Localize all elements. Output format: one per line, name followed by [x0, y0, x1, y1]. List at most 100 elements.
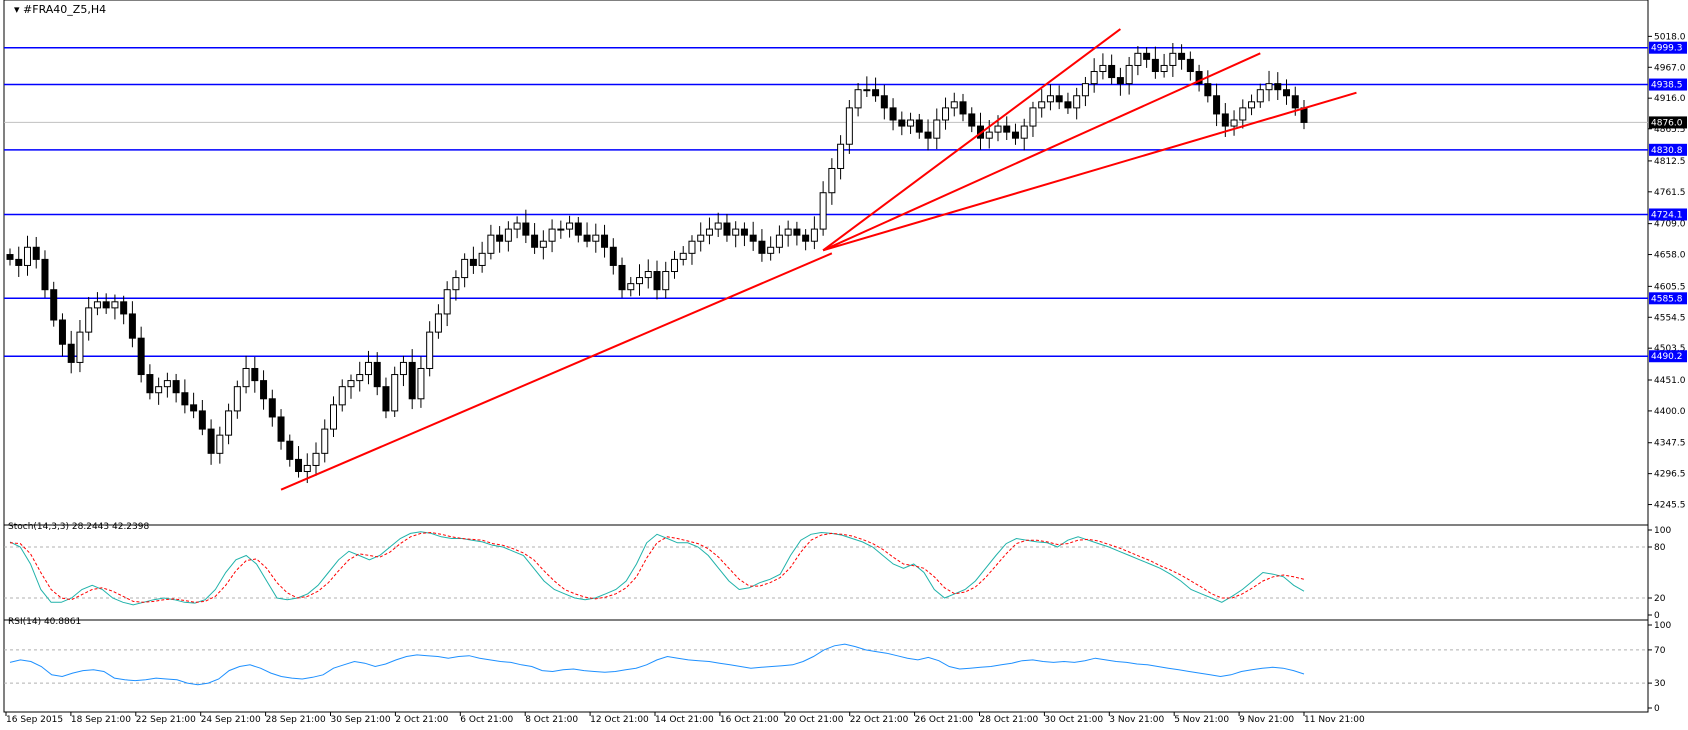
candle-body	[592, 234, 600, 242]
candle-body	[670, 258, 678, 273]
candle-body	[802, 234, 810, 242]
candle-body	[513, 222, 521, 230]
candle-body	[1186, 58, 1194, 73]
symbol-title: ▾ #FRA40_Z5,H4	[14, 3, 106, 16]
candle-body	[1081, 83, 1089, 97]
y-tick-label: 4400.0	[1654, 407, 1686, 417]
candle-body	[705, 228, 713, 236]
candle-body	[496, 234, 504, 242]
candle-body	[837, 143, 845, 169]
rsi-y-tick-label: 0	[1654, 704, 1660, 714]
candle-body	[679, 252, 687, 260]
candle-body	[793, 228, 801, 236]
candle-body	[1300, 107, 1308, 123]
rsi-y-tick-label: 100	[1654, 621, 1671, 631]
level-price-label: 4999.3	[1651, 44, 1683, 54]
candle-body	[854, 89, 862, 109]
stoch-title: Stoch(14,3,3) 28.2443 42.2398	[8, 522, 149, 532]
rsi-pane-frame	[3, 619, 1649, 713]
candle-body	[190, 404, 198, 412]
candle-body	[1090, 71, 1098, 85]
candle-body	[1291, 95, 1299, 109]
y-tick-label: 4245.5	[1654, 501, 1686, 511]
candle-body	[784, 228, 792, 236]
candle-body	[216, 434, 224, 454]
x-tick-label: 16 Sep 2015	[6, 715, 63, 725]
candle-body	[933, 119, 941, 139]
candle-body	[356, 374, 364, 382]
candle-body	[251, 367, 259, 382]
y-tick-label: 4812.5	[1654, 157, 1686, 167]
x-tick-label: 6 Oct 21:00	[460, 715, 513, 725]
candle-body	[522, 222, 530, 236]
stoch-y-tick-label: 20	[1654, 594, 1666, 604]
candle-body	[347, 380, 355, 388]
rsi-title: RSI(14) 40.8861	[8, 617, 81, 627]
candle-body	[1151, 58, 1159, 73]
trendline	[822, 91, 1357, 252]
candle-body	[1239, 107, 1247, 121]
candle-body	[1248, 101, 1256, 109]
candle-body	[907, 119, 915, 127]
candle-body	[1125, 64, 1133, 85]
candle-body	[1274, 83, 1282, 91]
y-tick-label: 4967.0	[1654, 63, 1686, 73]
candle-body	[426, 331, 434, 369]
candle-body	[1011, 131, 1019, 139]
candle-body	[268, 398, 276, 418]
level-price-label: 4938.5	[1651, 81, 1683, 91]
x-tick-label: 5 Nov 21:00	[1174, 715, 1229, 725]
candle-body	[399, 361, 407, 376]
rsi-y-tick-label: 30	[1654, 679, 1666, 689]
candle-body	[452, 277, 460, 291]
candle-body	[1265, 83, 1273, 91]
candle-body	[93, 301, 101, 309]
candle-body	[321, 428, 329, 454]
candle-body	[880, 95, 888, 109]
candle-body	[566, 222, 574, 230]
candle-body	[85, 307, 93, 333]
y-tick-label: 4658.0	[1654, 251, 1686, 261]
candle-body	[601, 234, 609, 248]
candle-body	[609, 246, 617, 266]
candle-body	[461, 258, 469, 279]
candle-body	[968, 113, 976, 127]
trendline	[280, 252, 833, 491]
candle-body	[382, 386, 390, 412]
y-tick-label: 4451.0	[1654, 376, 1686, 386]
candle-body	[1256, 89, 1264, 103]
dropdown-arrow-icon[interactable]: ▾	[14, 3, 20, 16]
stoch-y-tick-label: 0	[1654, 611, 1660, 621]
level-price-label: 4585.8	[1651, 294, 1683, 304]
candle-body	[1230, 119, 1238, 127]
candle-body	[137, 337, 145, 376]
candle-body	[225, 410, 233, 436]
candle-body	[662, 271, 670, 291]
candle-body	[242, 367, 250, 388]
candle-body	[172, 380, 180, 394]
stoch-y-tick-label: 100	[1654, 526, 1671, 536]
candle-body	[740, 228, 748, 236]
level-price-label: 4830.8	[1651, 146, 1683, 156]
candle-body	[583, 234, 591, 242]
level-price-tag	[1649, 78, 1687, 91]
candle-body	[1283, 89, 1291, 97]
y-tick-label: 4347.5	[1654, 439, 1686, 449]
x-tick-label: 26 Oct 21:00	[915, 715, 974, 725]
candle-body	[863, 89, 871, 92]
candle-body	[924, 131, 932, 139]
y-tick-label: 4554.5	[1654, 313, 1686, 323]
candle-body	[915, 119, 923, 133]
x-tick-label: 9 Nov 21:00	[1239, 715, 1294, 725]
y-tick-label: 4916.0	[1654, 94, 1686, 104]
candle-body	[1195, 71, 1203, 85]
y-tick-label: 4503.5	[1654, 344, 1686, 354]
candle-body	[50, 289, 58, 321]
candle-body	[1046, 95, 1054, 103]
x-tick-label: 22 Sep 21:00	[136, 715, 196, 725]
stoch-series-line	[9, 531, 1305, 606]
candle-body	[198, 410, 206, 430]
x-tick-label: 12 Oct 21:00	[590, 715, 649, 725]
